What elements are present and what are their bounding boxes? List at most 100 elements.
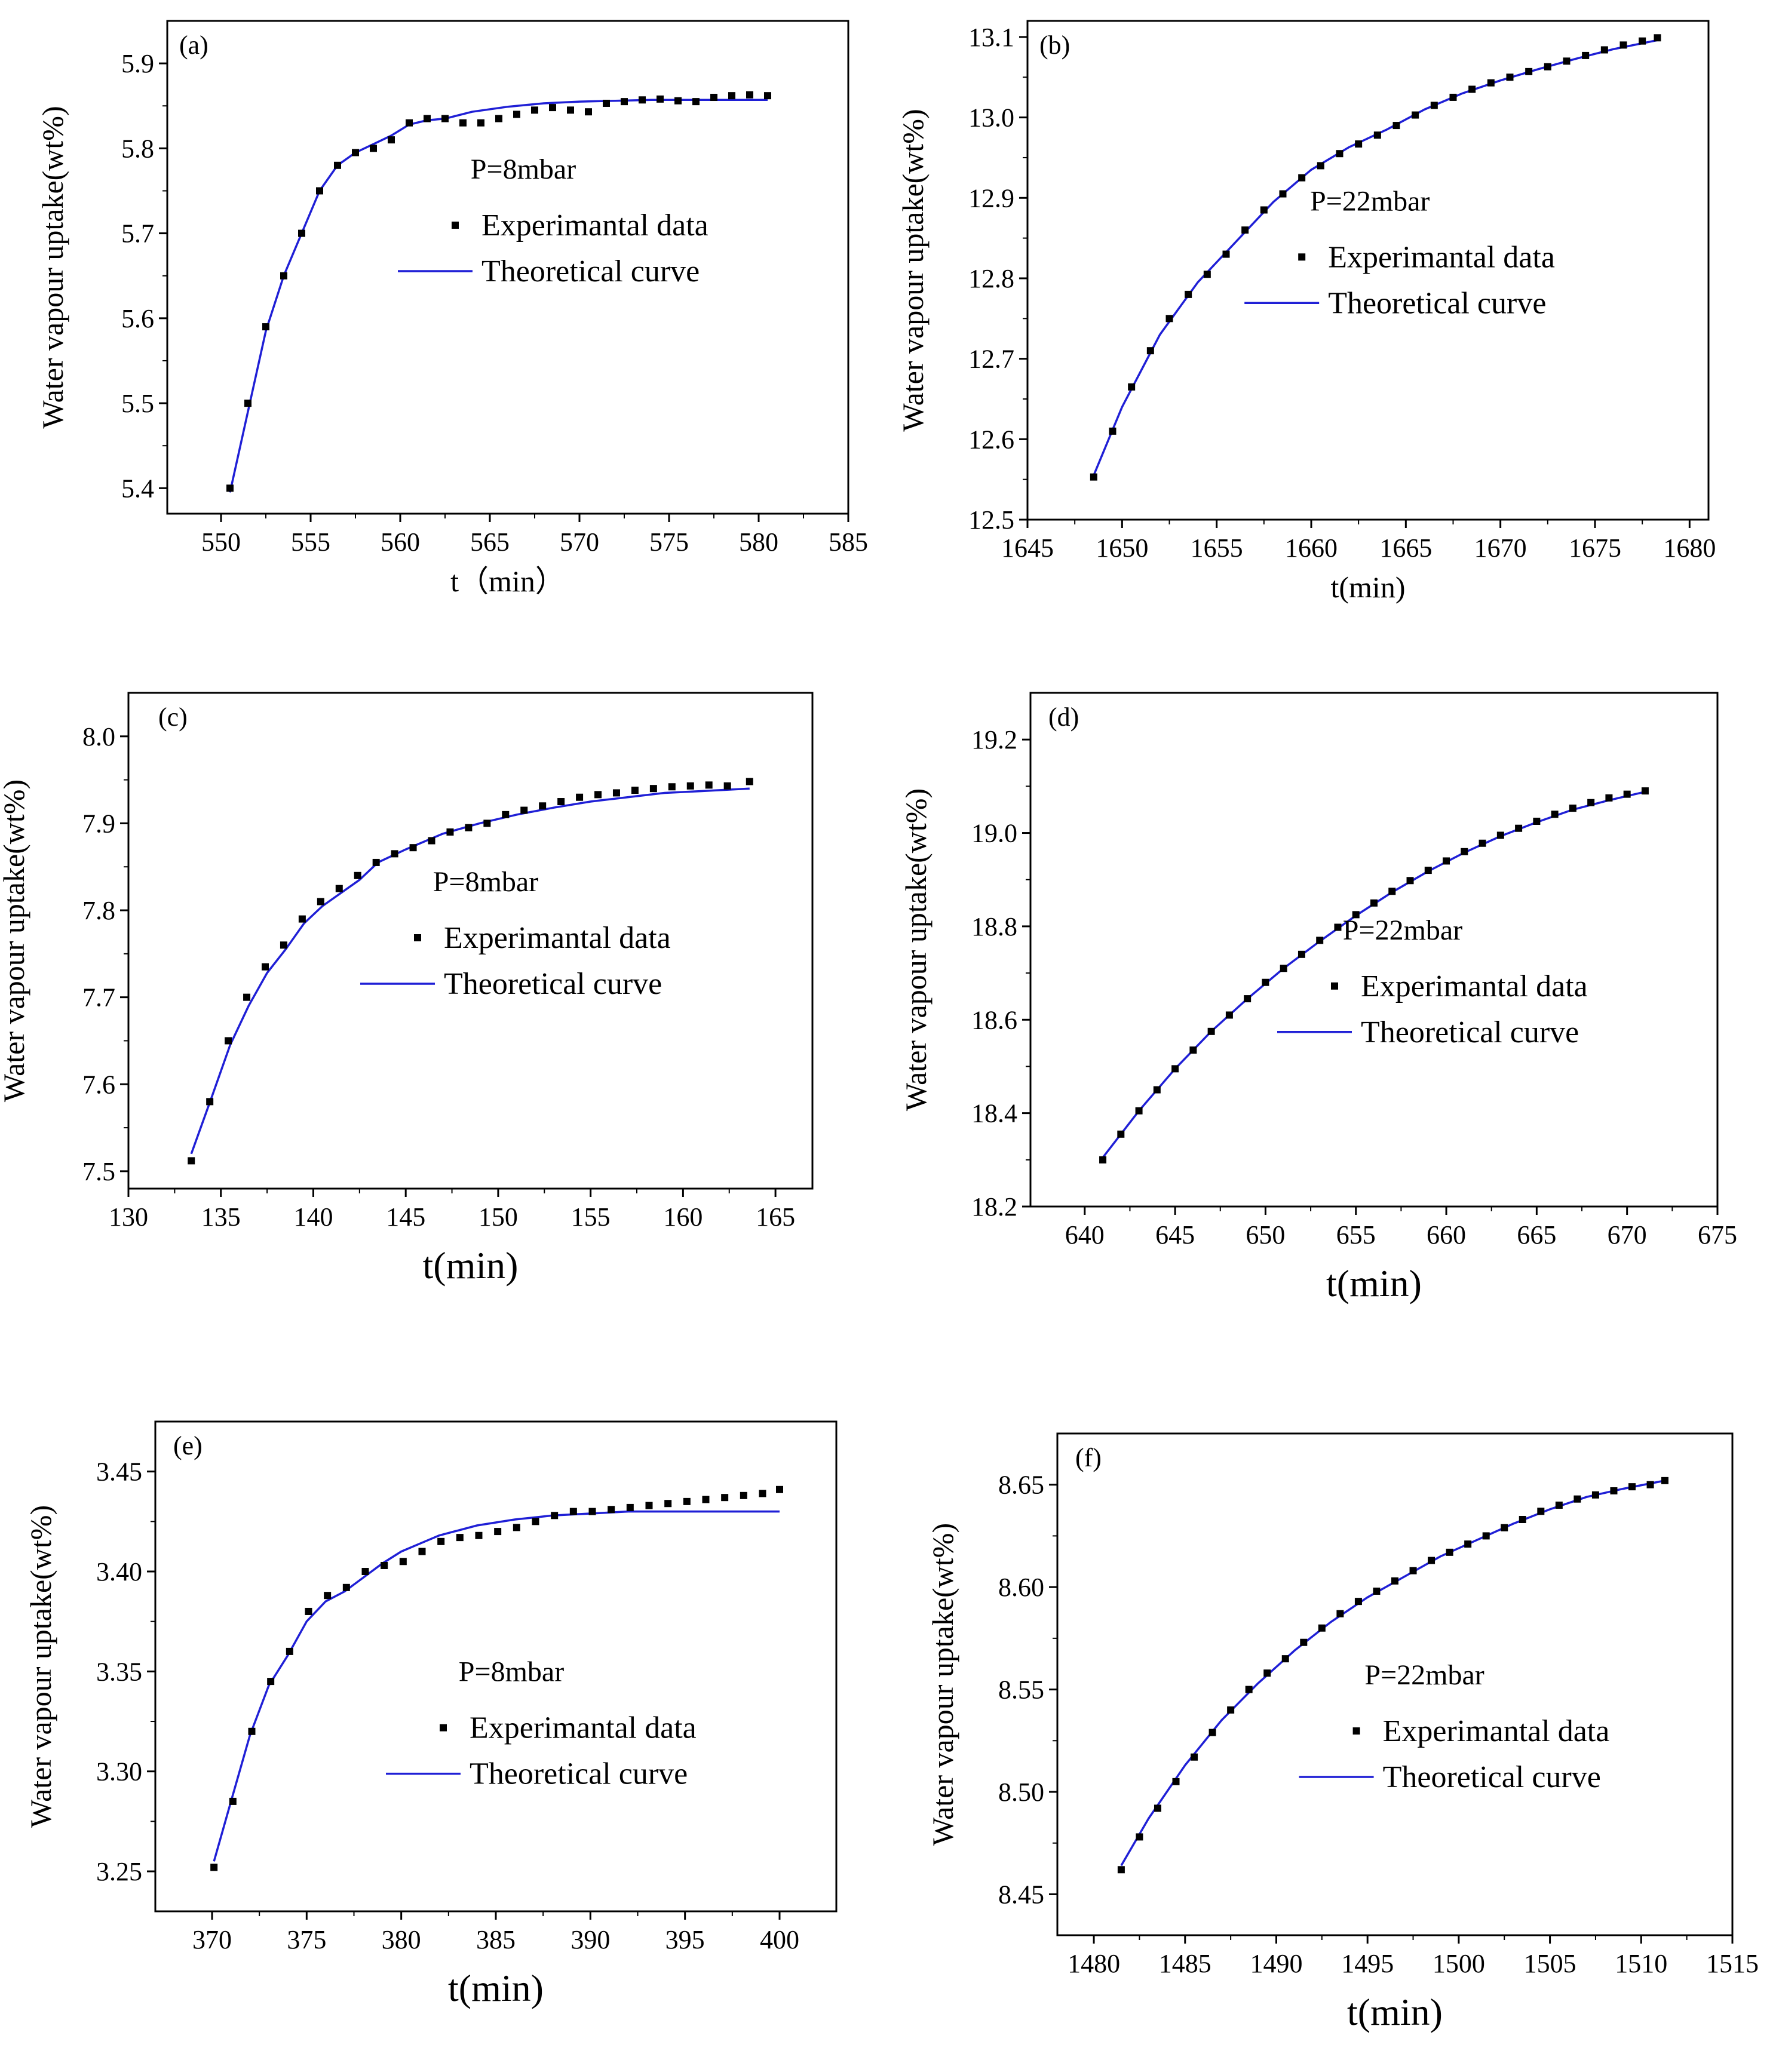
experimental-data-point <box>1373 1588 1381 1595</box>
y-tick-label: 8.50 <box>998 1778 1044 1807</box>
y-tick-label: 7.6 <box>82 1070 115 1099</box>
experimental-data-point <box>1449 93 1457 101</box>
x-tick-label: 1515 <box>1706 1949 1759 1978</box>
experimental-data-point <box>361 1568 369 1576</box>
experimental-data-point <box>557 798 565 806</box>
experimental-data-point <box>728 92 735 100</box>
x-tick-label: 1675 <box>1569 533 1621 563</box>
experimental-data-point <box>1464 1540 1472 1548</box>
experimental-data-point <box>1661 1477 1668 1484</box>
experimental-data-point <box>334 161 341 169</box>
experimental-data-point <box>1392 122 1400 130</box>
pressure-annotation: P=22mbar <box>1364 1659 1484 1691</box>
experimental-data-point <box>764 92 771 100</box>
y-tick-label: 8.0 <box>82 722 115 751</box>
experimental-data-point <box>1316 937 1324 944</box>
experimental-data-point <box>1605 794 1613 802</box>
experimental-data-point <box>305 1607 312 1615</box>
experimental-data-point <box>1551 811 1559 818</box>
x-tick-label: 1650 <box>1096 533 1148 563</box>
plot-frame <box>1026 20 1710 521</box>
experimental-data-point <box>1165 315 1173 323</box>
pressure-annotation: P=8mbar <box>471 154 576 185</box>
legend-marker-experimental <box>452 222 459 229</box>
experimental-data-point <box>1496 831 1504 839</box>
x-tick-label: 665 <box>1517 1220 1556 1250</box>
chart-panel-a: 550 555 560 565 570 575 580 585 5.4 5.5 5.6 5.7 5.8 5… <box>36 20 868 598</box>
experimental-data-point <box>1641 787 1649 795</box>
experimental-data-point <box>1298 950 1305 958</box>
experimental-data-point <box>1171 1065 1179 1073</box>
x-tick-label: 370 <box>192 1925 232 1954</box>
y-tick-label: 8.55 <box>998 1675 1044 1705</box>
experimental-data-point <box>243 993 251 1001</box>
experimental-data-point <box>1260 206 1268 214</box>
experimental-data-point <box>1189 1046 1197 1054</box>
experimental-data-point <box>1468 85 1476 93</box>
x-tick-label: 640 <box>1065 1220 1105 1250</box>
experimental-data-point <box>1318 1624 1326 1632</box>
experimental-data-point <box>588 1508 596 1515</box>
experimental-data-point <box>206 1098 214 1106</box>
experimental-data-point <box>418 1548 426 1555</box>
experimental-data-point <box>1336 150 1343 158</box>
experimental-data-point <box>1623 790 1631 798</box>
x-tick-label: 565 <box>470 527 510 557</box>
theoretical-curve-line <box>213 1510 780 1862</box>
legend-label-theoretical: Theoretical curve <box>470 1757 688 1791</box>
chart-panel-b: 1645 1650 1655 1660 1665 1670 1675 1680 12.5 12.6… <box>896 20 1716 604</box>
experimental-data-point <box>456 1534 464 1542</box>
x-tick-label: 375 <box>287 1925 326 1954</box>
experimental-data-point <box>1336 1610 1344 1617</box>
experimental-data-point <box>1443 857 1450 865</box>
experimental-data-point <box>267 1678 275 1686</box>
experimental-data-point <box>441 115 449 122</box>
experimental-data-point <box>626 1503 634 1511</box>
experimental-data-point <box>1424 867 1432 874</box>
y-axis-title: Water vapour uptake(wt%) <box>896 109 930 431</box>
experimental-data-point <box>1117 1866 1125 1874</box>
legend-label-experimental: Experimantal data <box>481 208 708 242</box>
y-tick-label: 18.2 <box>971 1192 1017 1221</box>
y-tick-label: 12.6 <box>968 425 1014 454</box>
y-tick-label: 3.40 <box>96 1557 142 1586</box>
y-tick-label: 12.5 <box>968 505 1014 535</box>
x-tick-label: 1665 <box>1379 533 1432 563</box>
x-tick-label: 140 <box>293 1202 333 1232</box>
pressure-annotation: P=8mbar <box>433 866 538 898</box>
experimental-data-point <box>549 104 556 112</box>
experimental-data-point <box>776 1485 783 1493</box>
experimental-data-point <box>1262 978 1269 986</box>
experimental-data-point <box>1573 1495 1581 1503</box>
y-tick-label: 18.4 <box>971 1099 1017 1128</box>
experimental-data-point <box>1533 818 1541 825</box>
x-axis-title: t(min) <box>448 1967 544 2009</box>
plot-frame <box>127 692 814 1190</box>
experimental-data-point <box>262 323 269 331</box>
experimental-data-point <box>1628 1483 1636 1491</box>
experimental-data-point <box>567 106 574 114</box>
theoretical-curve-line <box>1093 39 1658 476</box>
x-tick-label: 570 <box>560 527 599 557</box>
experimental-data-point <box>381 1561 388 1569</box>
x-tick-label: 645 <box>1155 1220 1195 1250</box>
experimental-data-point <box>520 806 528 814</box>
x-tick-label: 1490 <box>1250 1949 1302 1978</box>
x-tick-label: 1505 <box>1524 1949 1576 1978</box>
experimental-data-point <box>1207 1027 1215 1035</box>
panel-label: (b) <box>1039 30 1070 60</box>
pressure-annotation: P=8mbar <box>459 1656 564 1688</box>
experimental-data-point <box>1241 226 1249 234</box>
experimental-data-point <box>1515 824 1523 832</box>
experimental-data-point <box>280 941 287 949</box>
x-axis-title: t(min) <box>1347 1991 1443 2033</box>
experimental-data-point <box>1135 1107 1143 1115</box>
experimental-data-point <box>1279 190 1287 198</box>
legend-marker-experimental <box>1298 253 1306 261</box>
experimental-data-point <box>1154 1804 1161 1812</box>
experimental-data-point <box>746 91 753 99</box>
legend-label-experimental: Experimantal data <box>444 921 671 955</box>
experimental-data-point <box>1355 140 1363 148</box>
experimental-data-point <box>1263 1669 1271 1677</box>
x-tick-label: 130 <box>109 1202 148 1232</box>
